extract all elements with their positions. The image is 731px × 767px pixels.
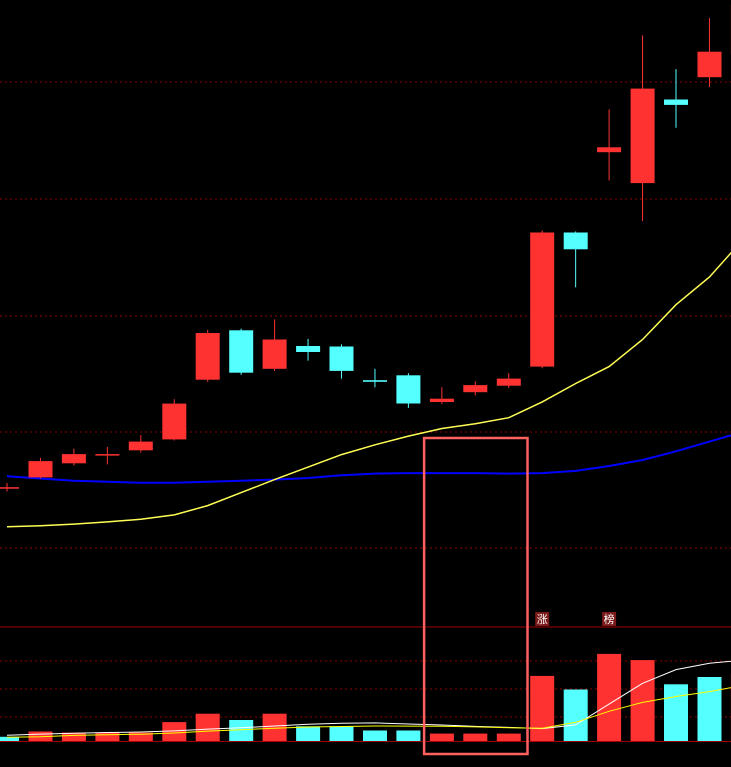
volume-bar xyxy=(396,730,421,741)
volume-bar xyxy=(229,720,254,741)
candle xyxy=(296,338,321,361)
candlestick-series xyxy=(0,5,731,492)
candle-body xyxy=(162,403,187,440)
signal-tags: 涨榜 xyxy=(535,612,617,626)
signal-tag: 榜 xyxy=(602,612,617,626)
volume-bar xyxy=(664,684,688,741)
candle xyxy=(229,328,254,375)
candle xyxy=(496,373,521,388)
volume-bar xyxy=(296,726,321,741)
volume-ma-long-line xyxy=(6,687,731,738)
volume-bar xyxy=(128,732,153,741)
candle xyxy=(530,230,555,369)
candle-body xyxy=(195,333,220,380)
candle xyxy=(563,231,588,288)
volume-bar xyxy=(28,731,53,741)
candle xyxy=(128,435,153,453)
candle xyxy=(429,387,454,405)
volume-bar xyxy=(0,736,19,741)
volume-moving-averages xyxy=(6,660,731,738)
candle-body xyxy=(697,51,722,78)
candle xyxy=(664,69,688,128)
candle xyxy=(697,18,722,87)
highlight-box xyxy=(422,436,529,756)
candle-body xyxy=(597,147,622,153)
candle xyxy=(28,457,53,479)
candle-body xyxy=(128,441,153,451)
volume-bar xyxy=(429,733,454,741)
candle-body xyxy=(0,487,19,489)
candle xyxy=(329,344,354,379)
signal-tag-bg xyxy=(602,612,617,626)
candle-body xyxy=(229,330,254,373)
volume-bar xyxy=(563,689,588,741)
candle-body xyxy=(28,461,53,478)
signal-tag-bg xyxy=(535,612,550,626)
candle-body xyxy=(496,378,521,386)
signal-tag: 涨 xyxy=(535,612,550,626)
volume-bar xyxy=(363,730,387,741)
candle xyxy=(597,109,622,181)
candle xyxy=(630,35,655,222)
candle xyxy=(396,373,421,408)
candle xyxy=(61,448,86,466)
candle-body xyxy=(95,454,120,456)
volume-bar xyxy=(463,733,488,741)
volume-bar xyxy=(496,733,521,741)
candle-body xyxy=(630,88,655,184)
volume-bar xyxy=(329,726,354,741)
candle xyxy=(363,368,387,388)
candle xyxy=(0,482,19,492)
price-moving-averages xyxy=(6,251,731,528)
candle xyxy=(95,447,120,465)
volume-ma-short-line xyxy=(6,660,731,736)
ma-long-line xyxy=(6,434,731,484)
highlight-box-layer xyxy=(422,436,529,756)
volume-series xyxy=(0,653,731,741)
candle-body xyxy=(530,232,555,367)
ma-short-line xyxy=(6,251,731,528)
candle xyxy=(195,329,220,382)
volume-bar xyxy=(262,713,287,741)
volume-bar xyxy=(697,677,722,741)
candle-body xyxy=(664,99,688,105)
candle-body xyxy=(363,380,387,382)
volume-bar xyxy=(195,713,220,741)
candle-body xyxy=(329,346,354,371)
candle-body xyxy=(463,385,488,393)
volume-bar xyxy=(530,675,555,741)
volume-bar xyxy=(95,732,120,741)
candle-body xyxy=(563,232,588,250)
signal-tag-text: 涨 xyxy=(537,613,548,626)
volume-bar xyxy=(162,722,187,741)
candle xyxy=(463,381,488,396)
candle-body xyxy=(61,454,86,464)
candle-body xyxy=(429,398,454,402)
candle-body xyxy=(396,375,421,404)
candle-body xyxy=(262,339,287,369)
grid-lines xyxy=(0,81,731,742)
candle xyxy=(262,319,287,371)
signal-tag-text: 榜 xyxy=(604,612,615,626)
volume-bar xyxy=(61,732,86,741)
candle xyxy=(162,399,187,441)
volume-bar xyxy=(597,653,622,741)
candle-body xyxy=(296,346,321,352)
